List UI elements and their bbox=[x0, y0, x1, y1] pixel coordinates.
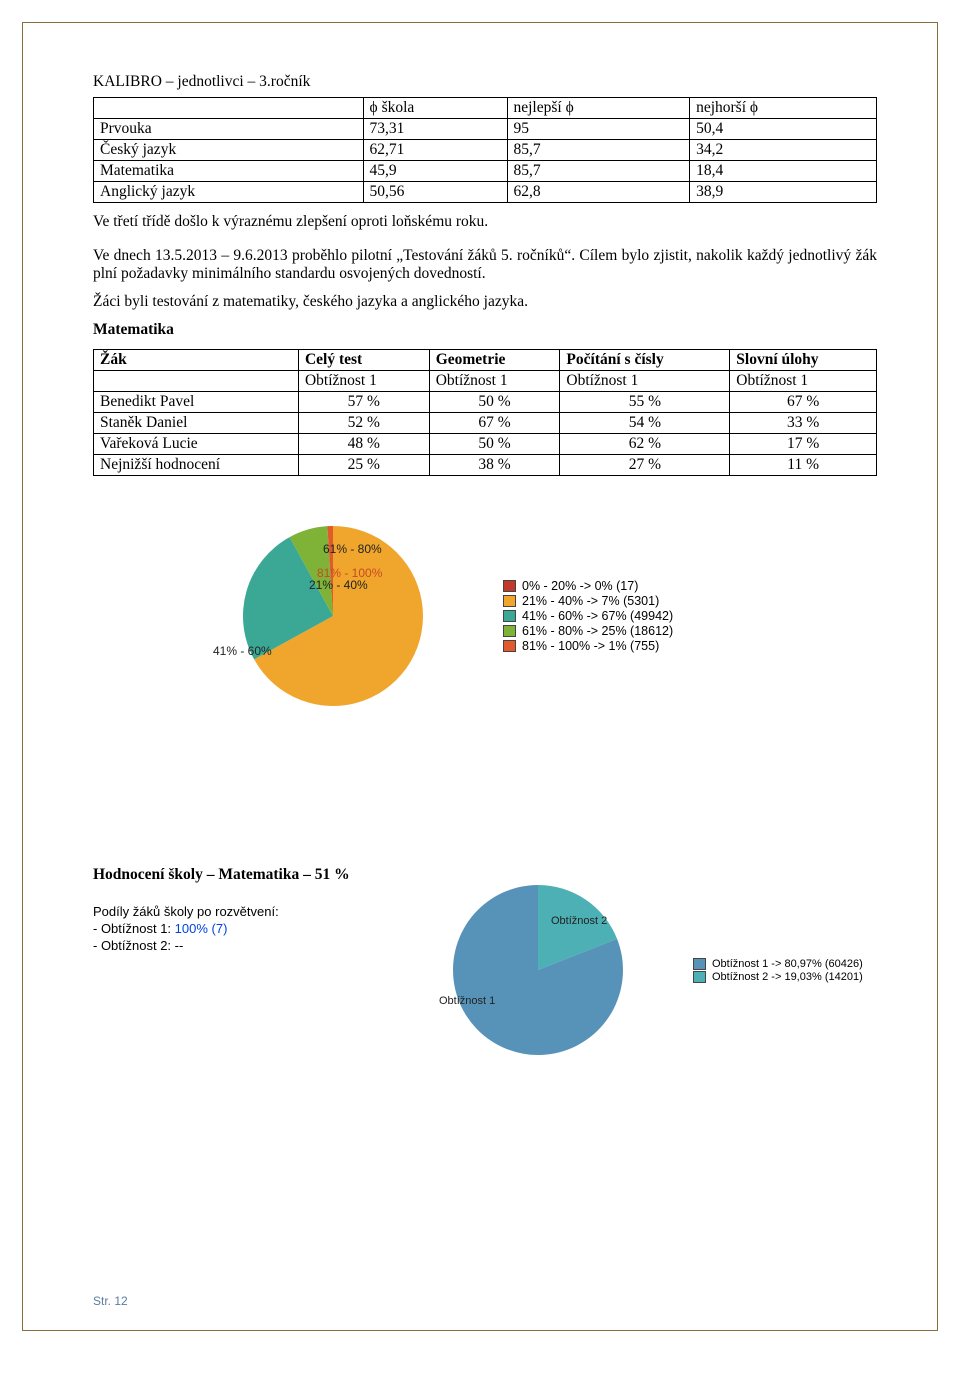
cell: Český jazyk bbox=[94, 140, 364, 161]
page-footer: Str. 12 bbox=[93, 1294, 128, 1308]
matematika-table: Žák Celý test Geometrie Počítání s čísly… bbox=[93, 349, 877, 476]
th: Slovní úlohy bbox=[730, 350, 877, 371]
legend-2: Obtížnost 1 -> 80,97% (60426)Obtížnost 2… bbox=[693, 957, 863, 984]
cell: 55 % bbox=[560, 392, 730, 413]
cell: 62,8 bbox=[507, 182, 690, 203]
chart-2: Obtížnost 2Obtížnost 1 Obtížnost 1 -> 80… bbox=[443, 875, 877, 1065]
th: nejlepší ϕ bbox=[507, 98, 690, 119]
cell: 73,31 bbox=[363, 119, 507, 140]
th bbox=[94, 98, 364, 119]
cell: 50 % bbox=[429, 392, 560, 413]
cell: 67 % bbox=[730, 392, 877, 413]
paragraph: Ve dnech 13.5.2013 – 9.6.2013 proběhlo p… bbox=[93, 247, 877, 283]
cell: Matematika bbox=[94, 161, 364, 182]
paragraph: Žáci byli testování z matematiky, českéh… bbox=[93, 293, 877, 311]
pie-chart-2: Obtížnost 2Obtížnost 1 bbox=[443, 875, 633, 1065]
th: Celý test bbox=[298, 350, 429, 371]
cell: 48 % bbox=[298, 434, 429, 455]
cell: Staněk Daniel bbox=[94, 413, 299, 434]
cell: 62 % bbox=[560, 434, 730, 455]
chart-1: 41% - 60%61% - 80%81% - 100%21% - 40% 0%… bbox=[223, 516, 877, 716]
cell: Vařeková Lucie bbox=[94, 434, 299, 455]
cell: 95 bbox=[507, 119, 690, 140]
cell: Obtížnost 1 bbox=[429, 371, 560, 392]
cell: Obtížnost 1 bbox=[560, 371, 730, 392]
th: Žák bbox=[94, 350, 299, 371]
cell: 57 % bbox=[298, 392, 429, 413]
th: Počítání s čísly bbox=[560, 350, 730, 371]
cell: 25 % bbox=[298, 455, 429, 476]
pie-chart-1: 41% - 60%61% - 80%81% - 100%21% - 40% bbox=[223, 516, 443, 716]
matematika-heading: Matematika bbox=[93, 321, 877, 339]
kalibro-table: ϕ škola nejlepší ϕ nejhorší ϕ Prvouka73,… bbox=[93, 97, 877, 203]
cell: 85,7 bbox=[507, 140, 690, 161]
cell: Obtížnost 1 bbox=[730, 371, 877, 392]
cell: 11 % bbox=[730, 455, 877, 476]
cell: 18,4 bbox=[690, 161, 877, 182]
cell: 17 % bbox=[730, 434, 877, 455]
cell: 38 % bbox=[429, 455, 560, 476]
cell: 85,7 bbox=[507, 161, 690, 182]
cell: 50 % bbox=[429, 434, 560, 455]
cell: 38,9 bbox=[690, 182, 877, 203]
page-title: KALIBRO – jednotlivci – 3.ročník bbox=[93, 73, 877, 91]
cell: Benedikt Pavel bbox=[94, 392, 299, 413]
text: 100% (7) bbox=[175, 921, 228, 936]
cell: 67 % bbox=[429, 413, 560, 434]
cell: 50,4 bbox=[690, 119, 877, 140]
text: - Obtížnost 1: bbox=[93, 921, 175, 936]
paragraph: Ve třetí třídě došlo k výraznému zlepšen… bbox=[93, 213, 877, 231]
th: ϕ škola bbox=[363, 98, 507, 119]
cell: 45,9 bbox=[363, 161, 507, 182]
th: nejhorší ϕ bbox=[690, 98, 877, 119]
th: Geometrie bbox=[429, 350, 560, 371]
cell bbox=[94, 371, 299, 392]
cell: 54 % bbox=[560, 413, 730, 434]
legend-1: 0% - 20% -> 0% (17)21% - 40% -> 7% (5301… bbox=[503, 578, 673, 654]
cell: Prvouka bbox=[94, 119, 364, 140]
cell: 50,56 bbox=[363, 182, 507, 203]
cell: Nejnižší hodnocení bbox=[94, 455, 299, 476]
cell: 33 % bbox=[730, 413, 877, 434]
cell: 52 % bbox=[298, 413, 429, 434]
cell: 62,71 bbox=[363, 140, 507, 161]
cell: Anglický jazyk bbox=[94, 182, 364, 203]
cell: 27 % bbox=[560, 455, 730, 476]
cell: Obtížnost 1 bbox=[298, 371, 429, 392]
cell: 34,2 bbox=[690, 140, 877, 161]
